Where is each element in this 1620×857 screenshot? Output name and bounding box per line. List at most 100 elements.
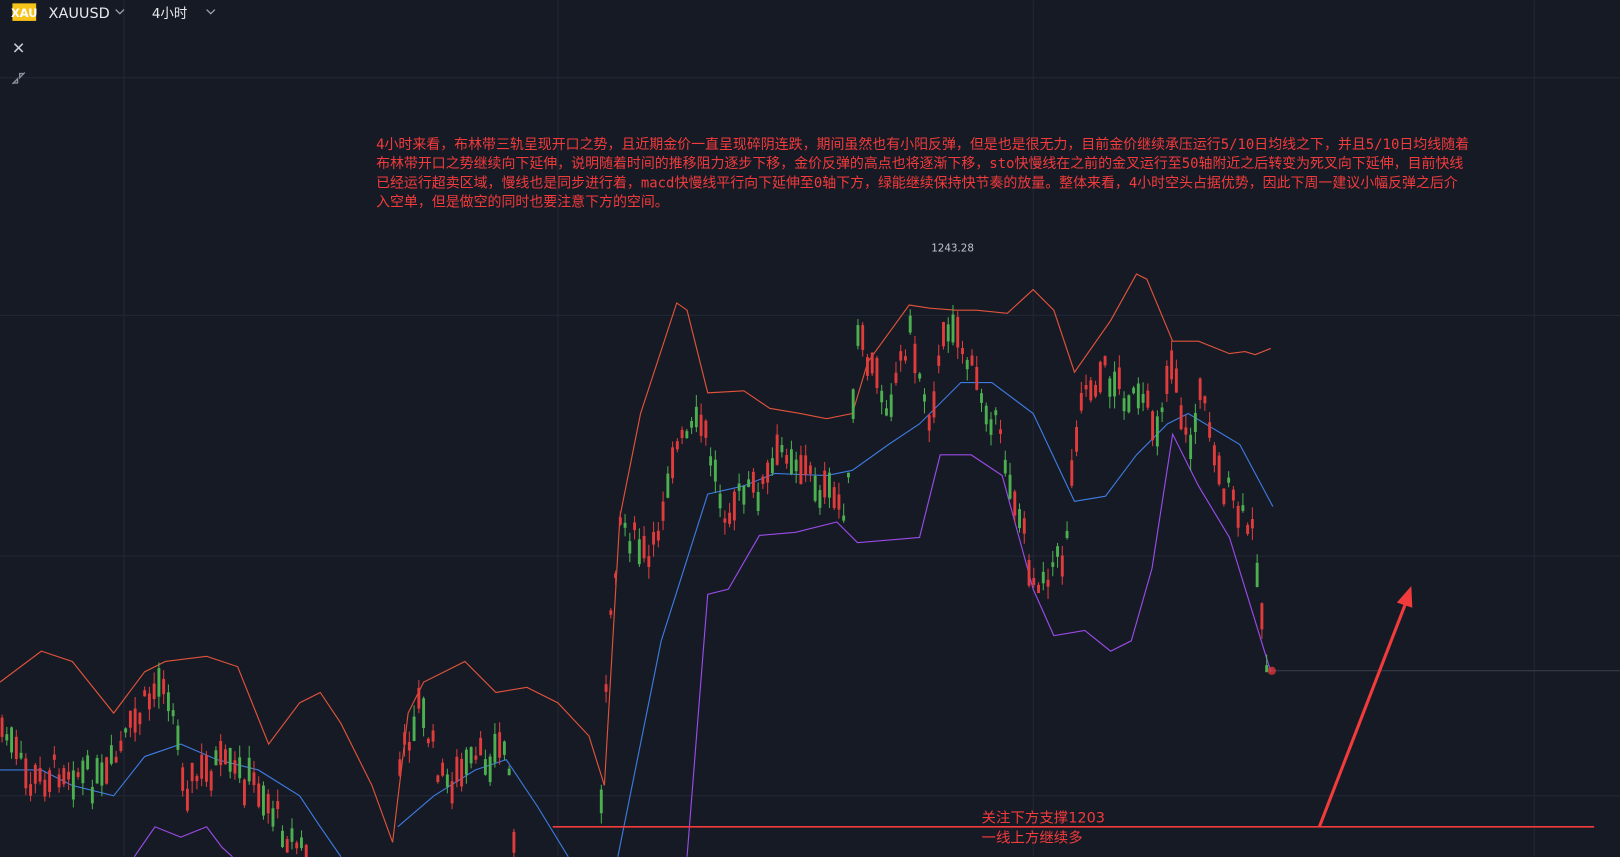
candle-body — [67, 771, 71, 780]
candle-body — [483, 759, 487, 775]
candle-body — [946, 324, 950, 342]
candle-body — [1122, 398, 1126, 412]
candle-body — [1127, 395, 1131, 413]
candle-body — [970, 355, 974, 366]
candle-body — [965, 360, 969, 370]
candle-body — [799, 455, 803, 485]
candle-body — [1246, 524, 1250, 535]
candle-body — [285, 839, 289, 853]
symbol[interactable]: XAUUSD — [49, 6, 110, 22]
candle-body — [90, 786, 94, 804]
candle-body — [262, 785, 265, 816]
candle-body — [128, 710, 132, 728]
candle-body — [190, 762, 194, 782]
candle-body — [785, 455, 789, 464]
candle-body — [1146, 390, 1150, 408]
candle-body — [1108, 378, 1112, 397]
candle-body — [942, 322, 945, 347]
candle-body — [195, 776, 199, 782]
candle-body — [1089, 380, 1093, 401]
candle-body — [71, 770, 75, 800]
candle-body — [124, 728, 128, 733]
candle-body — [62, 768, 66, 785]
candle-body — [718, 493, 722, 509]
candle-body — [247, 757, 251, 782]
interval[interactable]: 4小时 — [152, 6, 187, 22]
candle-body — [1141, 393, 1145, 403]
chevron[interactable] — [115, 9, 125, 15]
candle-body — [33, 764, 37, 784]
candle-body — [885, 408, 888, 416]
candle-body — [1132, 387, 1136, 394]
candle-body — [1170, 350, 1174, 380]
candle-body — [214, 750, 218, 766]
bollinger-bands — [0, 273, 1274, 857]
candle-body — [1260, 603, 1264, 630]
candle-body — [450, 781, 454, 804]
candle-body — [813, 475, 817, 501]
candle-body — [1018, 509, 1021, 529]
candle-body — [984, 405, 988, 425]
candle-body — [152, 683, 156, 700]
candles — [0, 304, 1269, 857]
candle-body — [479, 737, 483, 756]
candle-body — [737, 483, 741, 491]
candle-body — [846, 472, 850, 478]
chevron[interactable] — [206, 9, 216, 15]
candle-body — [709, 456, 713, 466]
candle-body — [623, 522, 627, 528]
candle-body — [19, 752, 23, 759]
candle-body — [1032, 577, 1036, 585]
candle-body — [937, 355, 941, 366]
candle-body — [43, 779, 47, 797]
candle-body — [1046, 579, 1050, 587]
close-button[interactable] — [13, 43, 24, 53]
candle-body — [252, 772, 256, 786]
arrow-shaft — [1317, 604, 1407, 828]
candle-body — [808, 465, 812, 474]
candle-body — [171, 710, 175, 717]
candle-body — [1193, 412, 1197, 432]
candle-body — [671, 447, 675, 479]
candle-body — [1022, 518, 1026, 534]
candle-body — [661, 501, 665, 521]
candle-body — [233, 760, 237, 774]
candle-body — [1079, 392, 1083, 411]
candle-body — [266, 794, 270, 814]
candle-body — [209, 771, 213, 791]
candle-body — [1208, 422, 1212, 438]
candle-body — [1136, 383, 1140, 409]
candle-body — [637, 539, 641, 565]
candle-body — [271, 808, 275, 827]
candle-body — [300, 837, 303, 849]
candle-body — [176, 725, 180, 750]
candle-body — [975, 366, 979, 390]
candle-body — [642, 535, 646, 559]
candle-body — [1013, 491, 1017, 516]
candle-body — [441, 762, 445, 776]
candle-body — [927, 414, 931, 431]
collapse-button[interactable] — [11, 72, 26, 85]
annotation-line: 入空单，但是做空的同时也要注意下方的空间。 — [376, 193, 669, 210]
candle-body — [488, 756, 492, 783]
candle-body — [1203, 396, 1207, 404]
support-text: 关注下方支撑1203 — [982, 810, 1106, 827]
last-price-dot — [1267, 666, 1276, 675]
candle-body — [276, 801, 280, 809]
candle-body — [832, 487, 836, 509]
candle-body — [766, 462, 770, 483]
candle-body — [732, 491, 736, 521]
candle-body — [923, 394, 926, 402]
candle-body — [1041, 571, 1045, 584]
candle-body — [243, 779, 246, 806]
candle-body — [956, 316, 960, 348]
candle-body — [1075, 427, 1079, 452]
candle-body — [1065, 530, 1069, 538]
candle-body — [512, 831, 516, 853]
candle-body — [1250, 519, 1254, 529]
candle-body — [1056, 546, 1059, 557]
candle-body — [76, 772, 80, 777]
candle-body — [699, 414, 703, 436]
candle-body — [1222, 488, 1226, 505]
candle-body — [109, 745, 113, 764]
